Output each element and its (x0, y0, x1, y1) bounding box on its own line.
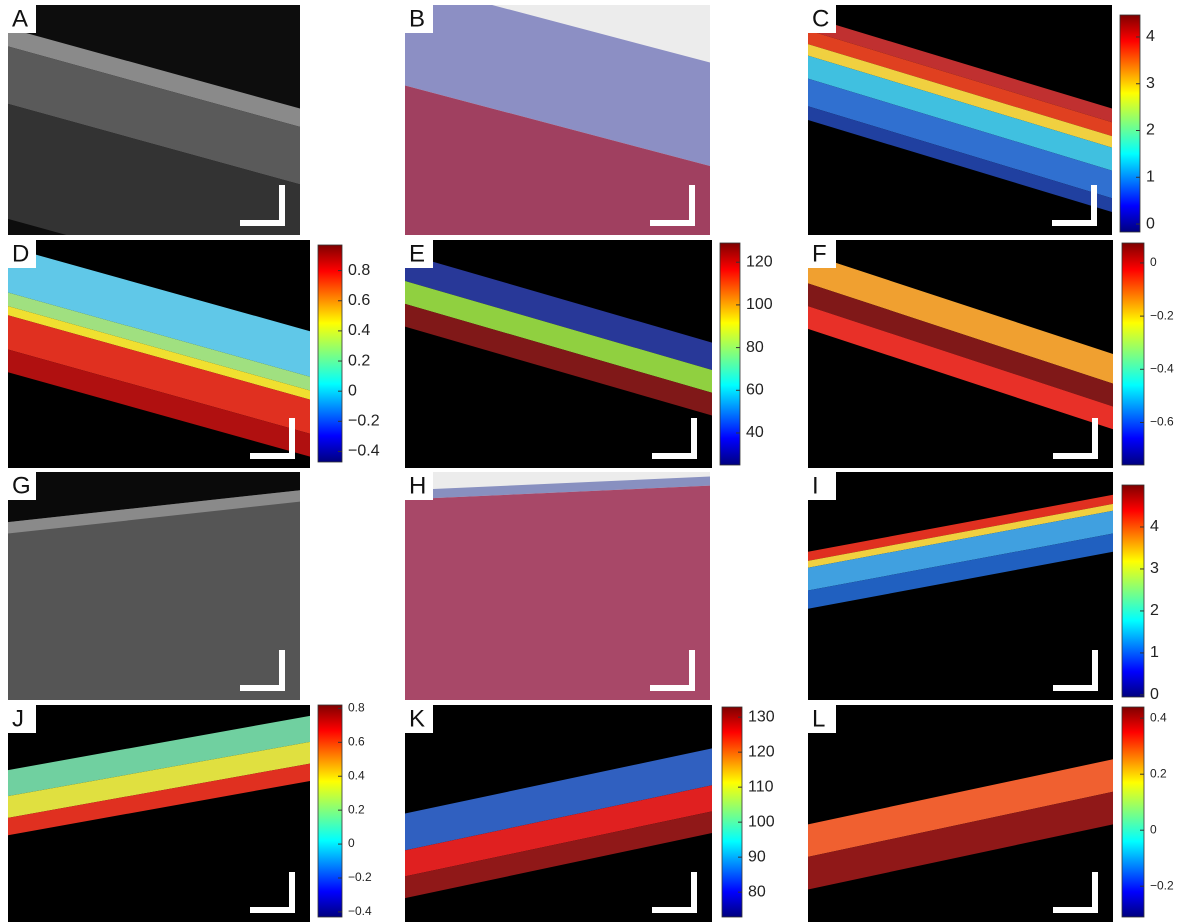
colorbar-tick-label: 4 (1150, 518, 1159, 535)
panel-label: I (812, 472, 819, 499)
panel-image (8, 240, 310, 468)
panel-label: D (12, 240, 29, 267)
colorbar: −0.4 −0.2 0 0.2 0.4 0.6 0.8 (318, 245, 380, 462)
colorbar-tick-label: 0.6 (348, 734, 365, 748)
colorbar: 40 60 80 100 120 (720, 243, 773, 465)
colorbar-tick-label: 100 (746, 296, 773, 313)
colorbar-tick-label: −0.4 (1150, 361, 1174, 375)
colorbar-tick-label: 3 (1146, 75, 1155, 92)
colorbar-tick-label: 0.6 (348, 292, 370, 309)
panel: F −0.6 −0.4 −0.2 0 (808, 240, 1174, 468)
colorbar: 0 1 2 3 4 (1120, 15, 1155, 232)
colorbar-gradient (1122, 243, 1144, 465)
colorbar-tick-label: 1 (1146, 169, 1155, 186)
panel-label: K (409, 705, 425, 732)
colorbar-tick-label: 1 (1150, 644, 1159, 661)
colorbar-tick-label: −0.2 (348, 870, 372, 884)
colorbar-tick-label: 0 (1150, 255, 1157, 269)
colorbar-tick-label: 0.4 (348, 768, 365, 782)
colorbar: 80 90 100 110 120 130 (722, 707, 775, 917)
panel-label: C (812, 5, 829, 32)
colorbar-gradient (1120, 15, 1140, 232)
panel: K 80 90 100 110 120 130 (405, 705, 775, 922)
tissue-layer (405, 486, 710, 728)
panel-image (8, 472, 300, 700)
colorbar-tick-label: 0.8 (348, 262, 370, 279)
colorbar-tick-label: 0.2 (1150, 766, 1167, 780)
colorbar-tick-label: 0.4 (348, 322, 370, 339)
colorbar-gradient (318, 245, 342, 462)
colorbar-tick-label: 120 (748, 743, 775, 760)
colorbar-tick-label: 60 (746, 382, 764, 399)
panel-label: L (812, 705, 825, 732)
colorbar-tick-label: 0.8 (348, 701, 365, 715)
panel-image (8, 705, 310, 922)
panel-label: E (409, 240, 425, 267)
colorbar-tick-label: −0.6 (1150, 415, 1174, 429)
colorbar-tick-label: 110 (748, 778, 774, 795)
colorbar-tick-label: 100 (748, 813, 775, 830)
panel: G (8, 472, 300, 700)
colorbar-tick-label: 90 (748, 848, 766, 865)
panel-image (405, 240, 712, 468)
colorbar-tick-label: 4 (1146, 28, 1155, 45)
colorbar-gradient (1122, 707, 1144, 917)
colorbar-tick-label: 0.2 (348, 802, 365, 816)
colorbar-gradient (722, 707, 742, 917)
colorbar-tick-label: 40 (746, 424, 764, 441)
colorbar-tick-label: 2 (1150, 602, 1159, 619)
panel: H (405, 472, 710, 727)
panel: I 0 1 2 3 4 (808, 472, 1159, 703)
panel: D −0.4 −0.2 0 0.2 0.4 0.6 0.8 (8, 240, 380, 468)
panel: C 0 1 2 3 4 (808, 5, 1155, 235)
colorbar-tick-label: 0 (1146, 215, 1155, 232)
panel-label: J (12, 705, 24, 732)
panel: E 40 60 80 100 120 (405, 240, 773, 468)
colorbar: 0 1 2 3 4 (1122, 485, 1159, 703)
colorbar-tick-label: −0.4 (348, 443, 380, 460)
panel-image (405, 705, 712, 922)
colorbar-tick-label: 2 (1146, 122, 1155, 139)
colorbar-tick-label: 0.4 (1150, 710, 1167, 724)
panel-label: H (409, 472, 426, 499)
colorbar: −0.4 −0.2 0 0.2 0.4 0.6 0.8 (318, 701, 372, 919)
colorbar-tick-label: −0.4 (348, 904, 372, 918)
panel-image (808, 5, 1112, 235)
panel-image (808, 705, 1113, 922)
colorbar-tick-label: −0.2 (348, 413, 380, 430)
figure: ABC01234D−0.4−0.200.20.40.60.8E406080100… (0, 0, 1182, 922)
colorbar-tick-label: 0 (1150, 822, 1157, 836)
panel-label: A (12, 5, 28, 32)
panel-image (808, 472, 1113, 700)
colorbar: −0.6 −0.4 −0.2 0 (1122, 243, 1174, 465)
panel: L −0.2 0 0.2 0.4 (808, 705, 1174, 922)
colorbar-tick-label: 0 (348, 836, 355, 850)
colorbar-tick-label: 130 (748, 708, 775, 725)
colorbar-gradient (1122, 485, 1144, 697)
colorbar-tick-label: 120 (746, 253, 773, 270)
colorbar-gradient (720, 243, 740, 465)
colorbar-tick-label: 0 (1150, 686, 1159, 703)
panel: J −0.4 −0.2 0 0.2 0.4 0.6 0.8 (8, 701, 372, 922)
panel-image (808, 240, 1113, 468)
colorbar-tick-label: 80 (746, 339, 764, 356)
colorbar-tick-label: 80 (748, 883, 766, 900)
panel-label: G (12, 472, 31, 499)
panel-label: F (812, 240, 827, 267)
panel-label: B (409, 5, 425, 32)
colorbar-tick-label: 0 (348, 382, 357, 399)
colorbar-tick-label: 0.2 (348, 352, 370, 369)
colorbar-tick-label: 3 (1150, 560, 1159, 577)
colorbar-tick-label: −0.2 (1150, 308, 1174, 322)
colorbar-tick-label: −0.2 (1150, 878, 1174, 892)
colorbar-gradient (318, 705, 342, 917)
colorbar: −0.2 0 0.2 0.4 (1122, 707, 1174, 917)
